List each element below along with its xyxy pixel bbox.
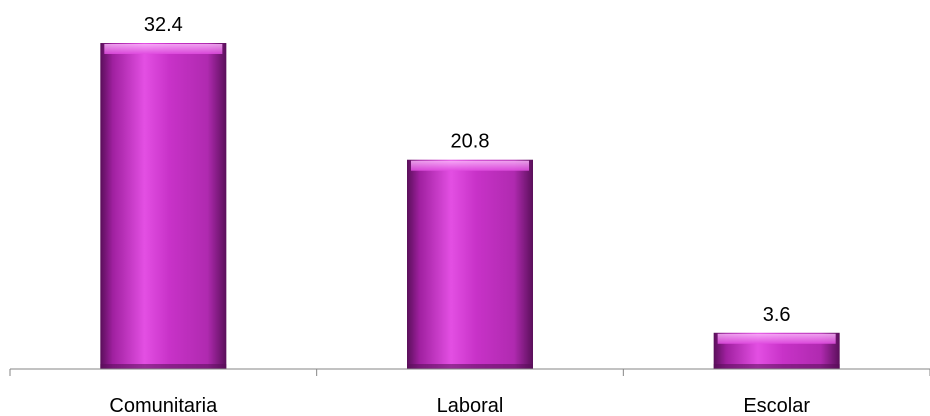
bar-bottom-shade — [713, 364, 840, 369]
category-label: Laboral — [437, 395, 504, 416]
bar-value-label: 32.4 — [144, 14, 183, 36]
bar-value-label: 20.8 — [451, 131, 490, 153]
category-labels-layer: Comunitaria Laboral Escolar — [109, 395, 810, 416]
value-labels-layer: 32.4 20.8 3.6 — [144, 14, 791, 326]
bars-layer — [100, 43, 840, 369]
bar-body — [407, 159, 533, 369]
category-label: Escolar — [743, 395, 810, 416]
bar-comunitaria — [100, 43, 227, 369]
bar-top-highlight — [411, 160, 529, 171]
bar-body — [100, 43, 227, 369]
bar-bottom-shade — [100, 364, 227, 369]
bar-bottom-shade — [407, 364, 533, 369]
bar-laboral — [407, 159, 533, 369]
category-label: Comunitaria — [109, 395, 218, 416]
bar-top-highlight — [717, 333, 836, 344]
x-axis-ticks — [9, 369, 930, 376]
bar-top-highlight — [104, 44, 223, 54]
bar-escolar — [713, 332, 840, 369]
bar-value-label: 3.6 — [763, 304, 791, 326]
